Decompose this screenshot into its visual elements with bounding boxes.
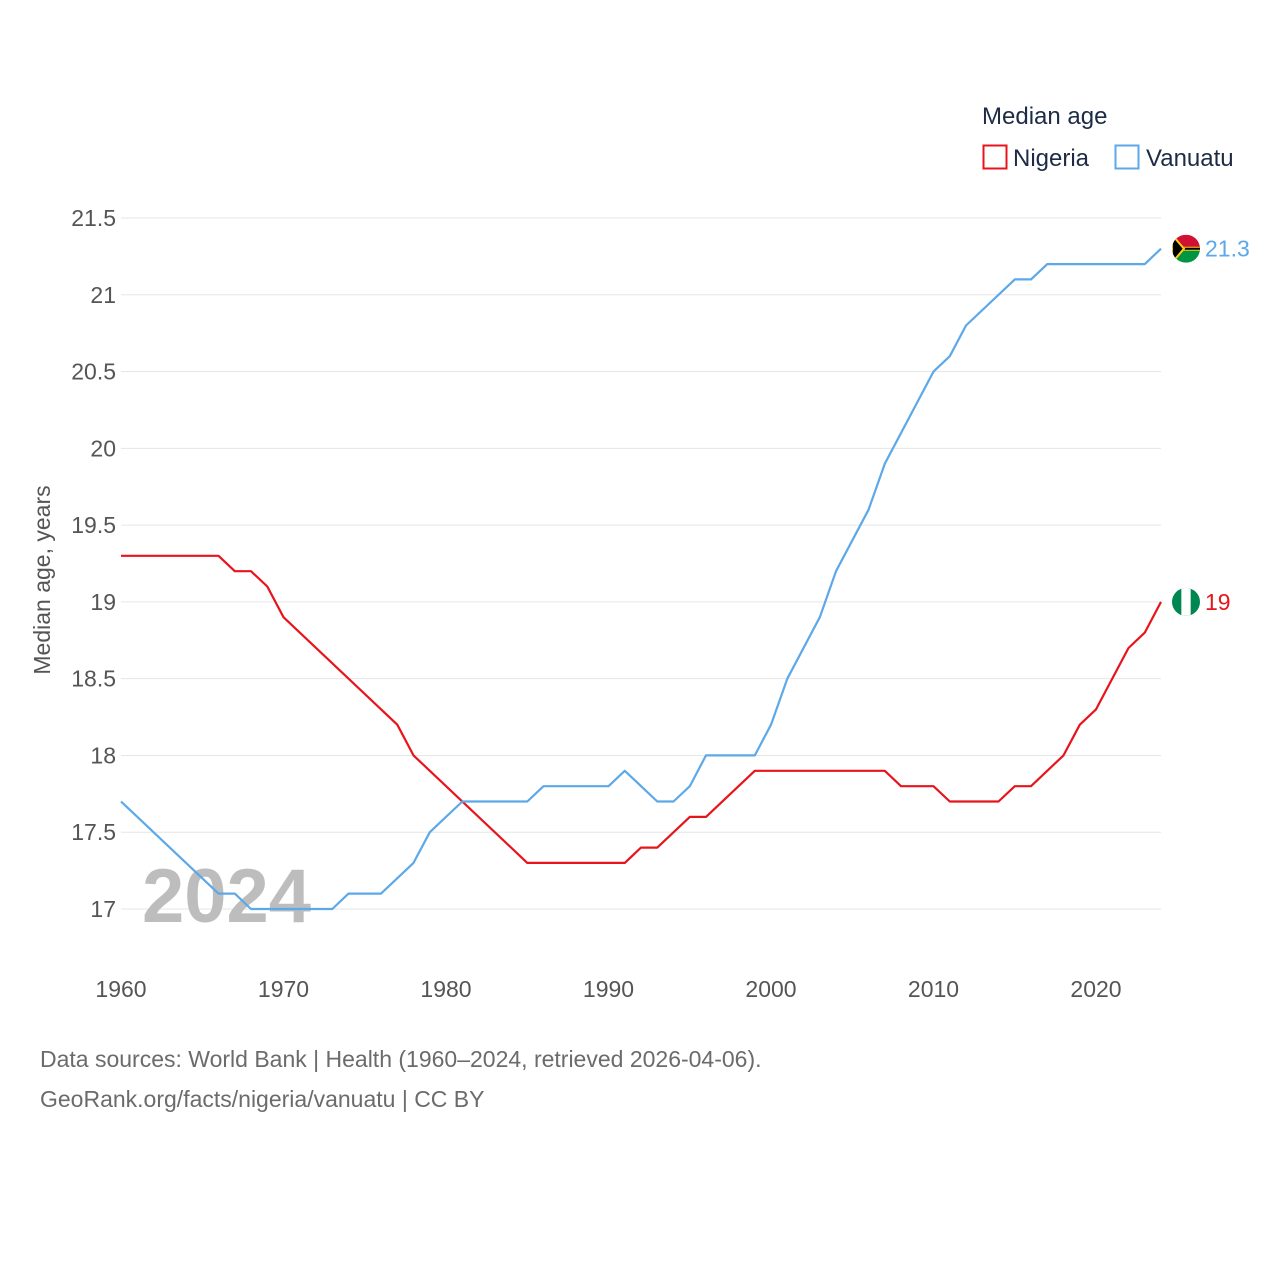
x-tick-label: 2010 xyxy=(908,976,959,1002)
legend-label-vanuatu: Vanuatu xyxy=(1146,145,1234,172)
x-tick-label: 2020 xyxy=(1070,976,1121,1002)
series-lines xyxy=(120,247,1162,911)
legend-label-nigeria: Nigeria xyxy=(1013,145,1090,172)
flag-band-white xyxy=(1181,587,1191,616)
series-line-nigeria xyxy=(121,554,1162,865)
y-tick-label: 17 xyxy=(90,896,116,922)
x-tick-label: 2000 xyxy=(745,976,796,1002)
legend-swatch-vanuatu xyxy=(1114,144,1140,170)
flag-body xyxy=(1172,587,1200,616)
data-sources-note: Data sources: World Bank | Health (1960–… xyxy=(40,1046,762,1072)
vanuatu-flag-icon xyxy=(1172,234,1200,263)
y-tick-label: 18 xyxy=(90,742,116,768)
x-tick-label: 1990 xyxy=(583,976,634,1002)
y-axis-title: Median age, years xyxy=(29,485,55,674)
x-tick-label: 1960 xyxy=(95,976,146,1002)
flag-triangle xyxy=(1172,234,1186,263)
legend: Median age Nigeria Vanuatu xyxy=(982,103,1234,172)
y-tick-label: 21.5 xyxy=(71,205,116,231)
x-axis-ticks: 1960 1970 1980 1990 2000 2010 2020 xyxy=(95,976,1121,1002)
y-tick-label: 19.5 xyxy=(71,512,116,538)
nigeria-flag-icon xyxy=(1172,587,1200,616)
end-label-nigeria: 19 xyxy=(1205,589,1231,615)
legend-swatch-nigeria xyxy=(982,144,1008,170)
legend-item-nigeria[interactable]: Nigeria xyxy=(982,144,1090,172)
y-tick-label: 19 xyxy=(90,589,116,615)
y-tick-label: 20 xyxy=(90,435,116,461)
y-tick-label: 20.5 xyxy=(71,359,116,385)
attribution-link[interactable]: GeoRank.org/facts/nigeria/vanuatu | CC B… xyxy=(40,1086,485,1112)
gridlines xyxy=(121,217,1161,910)
y-tick-label: 18.5 xyxy=(71,666,116,692)
series-endpoints: 19 21.3 xyxy=(1172,234,1250,616)
series-line-vanuatu xyxy=(120,247,1162,911)
x-tick-label: 1980 xyxy=(420,976,471,1002)
y-axis-ticks: 17 17.5 18 18.5 19 19.5 20 20.5 21 21.5 xyxy=(71,205,116,922)
x-tick-label: 1970 xyxy=(258,976,309,1002)
end-label-vanuatu: 21.3 xyxy=(1205,236,1250,262)
y-tick-label: 21 xyxy=(90,282,116,308)
legend-item-vanuatu[interactable]: Vanuatu xyxy=(1114,144,1234,172)
year-watermark: 2024 xyxy=(142,854,311,939)
y-tick-label: 17.5 xyxy=(71,819,116,845)
legend-title: Median age xyxy=(982,103,1107,130)
flag-body xyxy=(1172,234,1200,263)
